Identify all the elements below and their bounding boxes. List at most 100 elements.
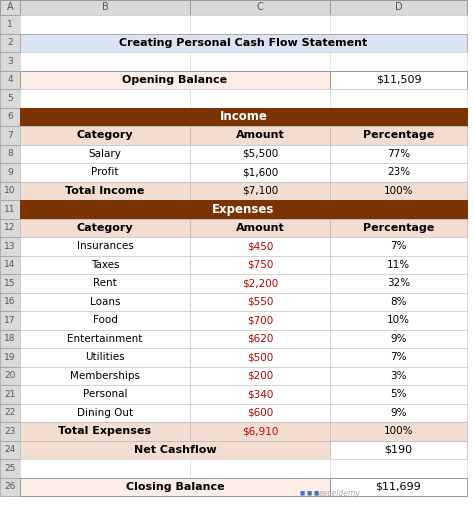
Bar — [20, 89, 190, 108]
Bar — [20, 440, 330, 459]
Text: Net Cashflow: Net Cashflow — [134, 445, 216, 455]
Bar — [330, 403, 467, 422]
Text: Dining Out: Dining Out — [77, 408, 133, 418]
Text: 22: 22 — [4, 408, 16, 417]
Text: 25: 25 — [4, 464, 16, 473]
Text: D: D — [395, 3, 402, 12]
Text: $1,600: $1,600 — [242, 167, 278, 177]
Bar — [190, 218, 330, 237]
Text: Amount: Amount — [236, 130, 284, 140]
Text: 3%: 3% — [390, 371, 407, 381]
Bar — [0, 403, 20, 422]
Bar — [0, 0, 20, 15]
Bar — [0, 15, 20, 33]
Bar — [330, 218, 467, 237]
Bar — [0, 0, 20, 15]
Text: $700: $700 — [247, 315, 273, 325]
Text: Entertainment: Entertainment — [67, 334, 143, 344]
Bar — [330, 0, 467, 15]
Bar — [0, 89, 20, 108]
Bar — [330, 255, 467, 274]
Bar — [0, 52, 20, 71]
Text: 32%: 32% — [387, 278, 410, 288]
Text: 20: 20 — [4, 371, 16, 380]
Bar — [20, 0, 190, 15]
Bar — [330, 274, 467, 293]
Text: 18: 18 — [4, 334, 16, 344]
Bar — [20, 126, 190, 145]
Bar — [0, 218, 20, 237]
Bar — [20, 255, 190, 274]
Bar — [20, 477, 330, 496]
Text: C: C — [256, 3, 264, 12]
Text: Profit: Profit — [91, 167, 119, 177]
Text: 100%: 100% — [384, 426, 413, 436]
Text: Opening Balance: Opening Balance — [122, 75, 228, 85]
Bar — [190, 403, 330, 422]
Text: Loans: Loans — [90, 297, 120, 307]
Bar — [190, 89, 330, 108]
Bar — [190, 422, 330, 440]
Text: 24: 24 — [4, 445, 16, 454]
Text: 10%: 10% — [387, 315, 410, 325]
Text: 21: 21 — [4, 390, 16, 399]
Text: Personal: Personal — [83, 389, 127, 399]
Bar — [0, 274, 20, 293]
Text: Food: Food — [92, 315, 118, 325]
Bar — [330, 126, 467, 145]
Bar — [0, 477, 20, 496]
Bar — [190, 237, 330, 255]
Bar — [190, 126, 330, 145]
Bar — [0, 422, 20, 440]
Text: 100%: 100% — [384, 186, 413, 196]
Bar — [20, 348, 190, 367]
Bar — [190, 145, 330, 163]
Text: Taxes: Taxes — [91, 260, 119, 270]
Bar — [330, 459, 467, 477]
Bar — [330, 15, 467, 33]
Text: 13: 13 — [4, 242, 16, 251]
Text: $6,910: $6,910 — [242, 426, 278, 436]
Text: $340: $340 — [247, 389, 273, 399]
Bar — [0, 367, 20, 385]
Bar — [0, 255, 20, 274]
Text: Percentage: Percentage — [363, 223, 434, 233]
Text: $620: $620 — [247, 334, 273, 344]
Text: ■ ■ ■: ■ ■ ■ — [301, 490, 319, 495]
Bar — [190, 15, 330, 33]
Bar — [330, 163, 467, 181]
Bar — [330, 367, 467, 385]
Bar — [20, 422, 190, 440]
Bar — [0, 33, 20, 52]
Bar — [0, 145, 20, 163]
Bar — [330, 330, 467, 348]
Bar — [20, 200, 467, 218]
Text: Percentage: Percentage — [363, 130, 434, 140]
Bar — [190, 255, 330, 274]
Text: Creating Personal Cash Flow Statement: Creating Personal Cash Flow Statement — [119, 38, 368, 48]
Bar — [330, 89, 467, 108]
Bar — [0, 71, 20, 89]
Text: $750: $750 — [247, 260, 273, 270]
Text: $600: $600 — [247, 408, 273, 418]
Bar — [20, 293, 190, 311]
Text: Amount: Amount — [236, 223, 284, 233]
Text: $450: $450 — [247, 241, 273, 251]
Bar — [190, 330, 330, 348]
Bar — [330, 385, 467, 403]
Text: Category: Category — [77, 223, 133, 233]
Text: B: B — [101, 3, 109, 12]
Text: $7,100: $7,100 — [242, 186, 278, 196]
Bar — [190, 459, 330, 477]
Bar — [330, 477, 467, 496]
Text: 23: 23 — [4, 427, 16, 436]
Bar — [330, 71, 467, 89]
Text: Category: Category — [77, 130, 133, 140]
Text: Insurances: Insurances — [77, 241, 133, 251]
Bar — [0, 237, 20, 255]
Text: $2,200: $2,200 — [242, 278, 278, 288]
Bar — [20, 108, 467, 126]
Text: 11: 11 — [4, 205, 16, 214]
Text: Total Expenses: Total Expenses — [58, 426, 152, 436]
Text: Income: Income — [219, 110, 267, 123]
